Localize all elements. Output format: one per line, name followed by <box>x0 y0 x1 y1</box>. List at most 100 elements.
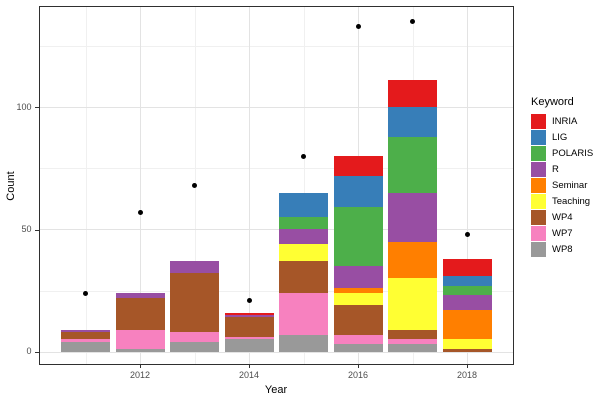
data-point <box>464 231 470 237</box>
bar-segment-wp8 <box>170 341 219 352</box>
bar-segment-r <box>442 295 492 311</box>
y-tick-label: 50 <box>21 224 32 234</box>
legend-label: Seminar <box>552 180 588 191</box>
bar-segment-wp8 <box>115 349 165 352</box>
bar-segment-polaris <box>388 136 437 193</box>
y-tick <box>35 107 39 109</box>
x-tick-label: 2016 <box>347 370 369 380</box>
legend-label: WP8 <box>552 244 573 255</box>
legend-row: LIG <box>531 130 593 145</box>
legend-swatch-wp7 <box>531 226 546 241</box>
legend-swatch-wp8 <box>531 242 546 257</box>
bar-segment-wp7 <box>170 332 219 342</box>
x-tick <box>249 365 250 368</box>
gridline-major <box>140 5 141 365</box>
legend-entries: INRIA LIG POLARIS R Seminar Teaching WP4 WP7 WP8 <box>531 114 593 257</box>
bar-segment-lig <box>388 107 437 137</box>
legend-swatch-wp4 <box>531 210 546 225</box>
gridline-minor <box>38 46 514 48</box>
legend: Keyword INRIA LIG POLARIS R Seminar Teaching W… <box>531 96 593 258</box>
bar-segment-wp7 <box>224 337 274 340</box>
legend-label: Teaching <box>552 196 591 207</box>
legend-label: R <box>552 164 559 175</box>
bar-segment-wp4 <box>224 317 274 338</box>
x-tick <box>140 365 141 368</box>
bar-segment-inria <box>224 312 274 316</box>
y-tick-label: 0 <box>26 346 32 357</box>
bar-segment-wp4 <box>170 273 219 333</box>
legend-row: WP4 <box>531 210 593 225</box>
plot-panel <box>38 5 514 365</box>
gridline-major <box>38 229 514 231</box>
bar-segment-wp8 <box>333 344 383 352</box>
legend-row: Seminar <box>531 178 593 193</box>
legend-label: POLARIS <box>552 148 594 159</box>
gridline-major <box>467 5 468 365</box>
bar-segment-wp4 <box>61 332 110 340</box>
bar-segment-wp8 <box>61 341 110 352</box>
bar-segment-r <box>115 293 165 298</box>
bar-segment-r <box>333 266 383 289</box>
bar-segment-wp4 <box>333 305 383 335</box>
bar-segment-seminar <box>388 241 437 279</box>
bar-segment-wp4 <box>442 349 492 352</box>
legend-label: INRIA <box>552 116 578 127</box>
gridline-major <box>38 107 514 109</box>
bar-segment-wp8 <box>224 339 274 352</box>
bar-segment-seminar <box>442 310 492 340</box>
bar-segment-teaching <box>333 293 383 306</box>
bar-segment-wp7 <box>115 329 165 350</box>
gridline-minor <box>85 5 87 365</box>
x-tick-label: 2018 <box>456 370 478 380</box>
bar-segment-polaris <box>279 217 328 230</box>
gridline-major <box>249 5 250 365</box>
legend-row: WP8 <box>531 242 593 257</box>
bar-segment-inria <box>333 156 383 176</box>
data-point <box>246 297 252 303</box>
bar-segment-r <box>170 261 219 274</box>
bar-segment-wp7 <box>279 293 328 335</box>
legend-swatch-inria <box>531 114 546 129</box>
bar-segment-polaris <box>333 207 383 267</box>
gridline-minor <box>38 290 514 292</box>
legend-label: WP4 <box>552 212 573 223</box>
legend-swatch-lig <box>531 130 546 145</box>
gridline-minor <box>38 168 514 170</box>
legend-swatch-r <box>531 162 546 177</box>
data-point <box>410 19 415 25</box>
legend-row: R <box>531 162 593 177</box>
data-point <box>301 153 306 159</box>
data-point <box>355 24 361 30</box>
legend-label: WP7 <box>552 228 573 239</box>
x-tick <box>358 365 359 368</box>
data-point <box>137 209 143 215</box>
bar-segment-r <box>388 192 437 242</box>
legend-title: Keyword <box>531 96 574 108</box>
data-point <box>192 182 197 188</box>
data-point <box>83 290 88 296</box>
x-tick <box>467 365 468 368</box>
legend-row: POLARIS <box>531 146 593 161</box>
x-tick-label: 2014 <box>238 370 260 380</box>
legend-row: WP7 <box>531 226 593 241</box>
bar-segment-wp8 <box>388 344 437 352</box>
x-tick-label: 2012 <box>129 370 151 380</box>
bar-segment-wp4 <box>388 329 437 340</box>
bar-segment-r <box>279 229 328 245</box>
bar-segment-teaching <box>388 278 437 330</box>
bar-segment-inria <box>388 80 437 108</box>
bar-segment-lig <box>442 275 492 286</box>
bar-segment-wp4 <box>279 261 328 294</box>
bar-segment-teaching <box>442 339 492 350</box>
bar-segment-lig <box>333 175 383 208</box>
y-tick <box>35 229 39 231</box>
bar-segment-wp8 <box>279 334 328 352</box>
bar-segment-seminar <box>333 288 383 294</box>
y-tick-label: 100 <box>16 101 32 112</box>
bar-segment-r <box>224 315 274 318</box>
legend-row: INRIA <box>531 114 593 129</box>
legend-swatch-seminar <box>531 178 546 193</box>
bar-segment-inria <box>442 258 492 276</box>
x-axis-title: Year <box>264 384 288 396</box>
